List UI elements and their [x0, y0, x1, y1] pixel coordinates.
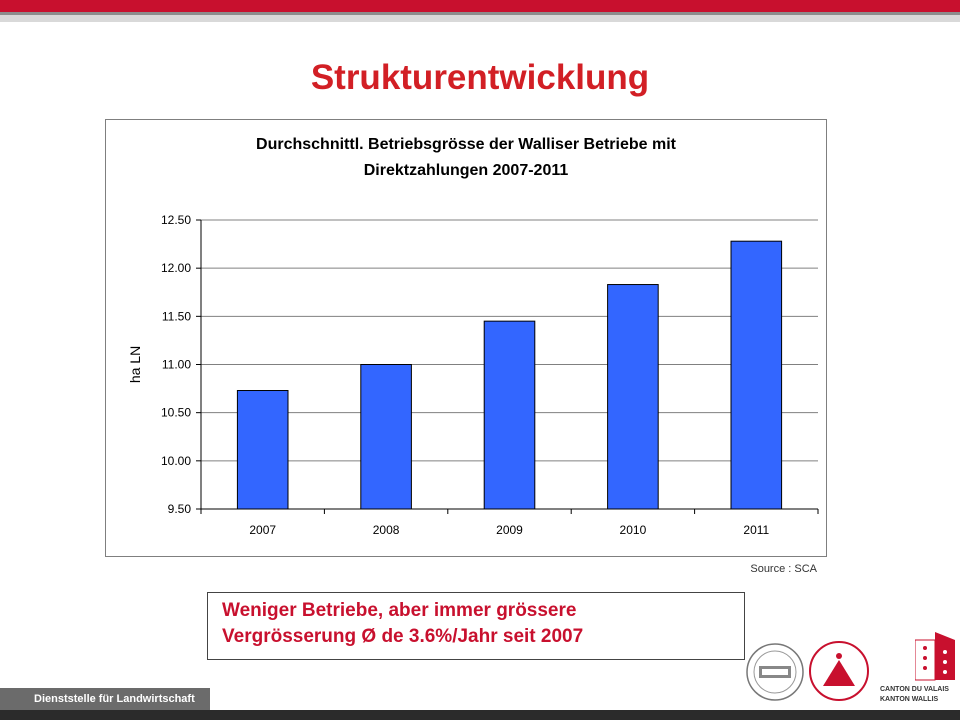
chart-title: Durchschnittl. Betriebsgrösse der Wallis… — [106, 132, 826, 184]
bar-2010 — [607, 284, 659, 510]
x-tick-label: 2007 — [249, 523, 276, 537]
canton-label-de: KANTON WALLIS — [880, 696, 939, 703]
x-tick-label: 2010 — [620, 523, 647, 537]
chart-title-line-1: Durchschnittl. Betriebsgrösse der Wallis… — [256, 136, 676, 153]
certification-seal-logo — [746, 643, 804, 701]
y-tick-label: 12.50 — [161, 213, 191, 227]
y-tick-label: 10.00 — [161, 454, 191, 468]
x-tick-label: 2008 — [373, 523, 400, 537]
x-tick-label: 2009 — [496, 523, 523, 537]
top-accent-bar — [0, 0, 960, 22]
bar-2007 — [236, 390, 289, 510]
x-tick-label: 2011 — [743, 523, 769, 537]
y-tick-label: 10.50 — [161, 406, 191, 420]
chart-title-line-2: Direktzahlungen 2007-2011 — [363, 162, 569, 179]
y-tick-label: 11.00 — [162, 358, 191, 372]
bottom-bar — [0, 710, 960, 720]
y-axis-label: ha LN — [127, 346, 143, 383]
y-tick-label: 11.50 — [162, 309, 191, 323]
bar-2008 — [360, 364, 412, 510]
bar-2009 — [483, 320, 536, 510]
y-tick-label: 12.00 — [161, 261, 191, 275]
canton-valais-emblem — [915, 632, 955, 681]
bar-chart: 9.50 10.00 10.50 11.00 11.50 12.00 12.50 2007 20… — [127, 213, 819, 537]
chart-frame: Durchschnittl. Betriebsgrösse der Wallis… — [105, 119, 827, 557]
summary-line-2: Vergrösserung Ø de 3.6%/Jahr seit 2007 — [222, 626, 584, 647]
valais-excellence-logo — [809, 641, 869, 701]
canton-label-fr: CANTON DU VALAIS — [880, 686, 949, 693]
source-note: Source : SCA — [750, 563, 817, 575]
slide-title: Strukturentwicklung — [310, 58, 650, 97]
y-tick-label: 9.50 — [168, 502, 192, 516]
summary-box: Weniger Betriebe, aber immer grössere Ve… — [207, 592, 745, 660]
summary-line-1: Weniger Betriebe, aber immer grössere — [222, 600, 577, 621]
bar-2011 — [730, 240, 783, 510]
canton-label: CANTON DU VALAIS KANTON WALLIS — [880, 685, 949, 705]
department-label: Dienststelle für Landwirtschaft — [0, 688, 210, 710]
